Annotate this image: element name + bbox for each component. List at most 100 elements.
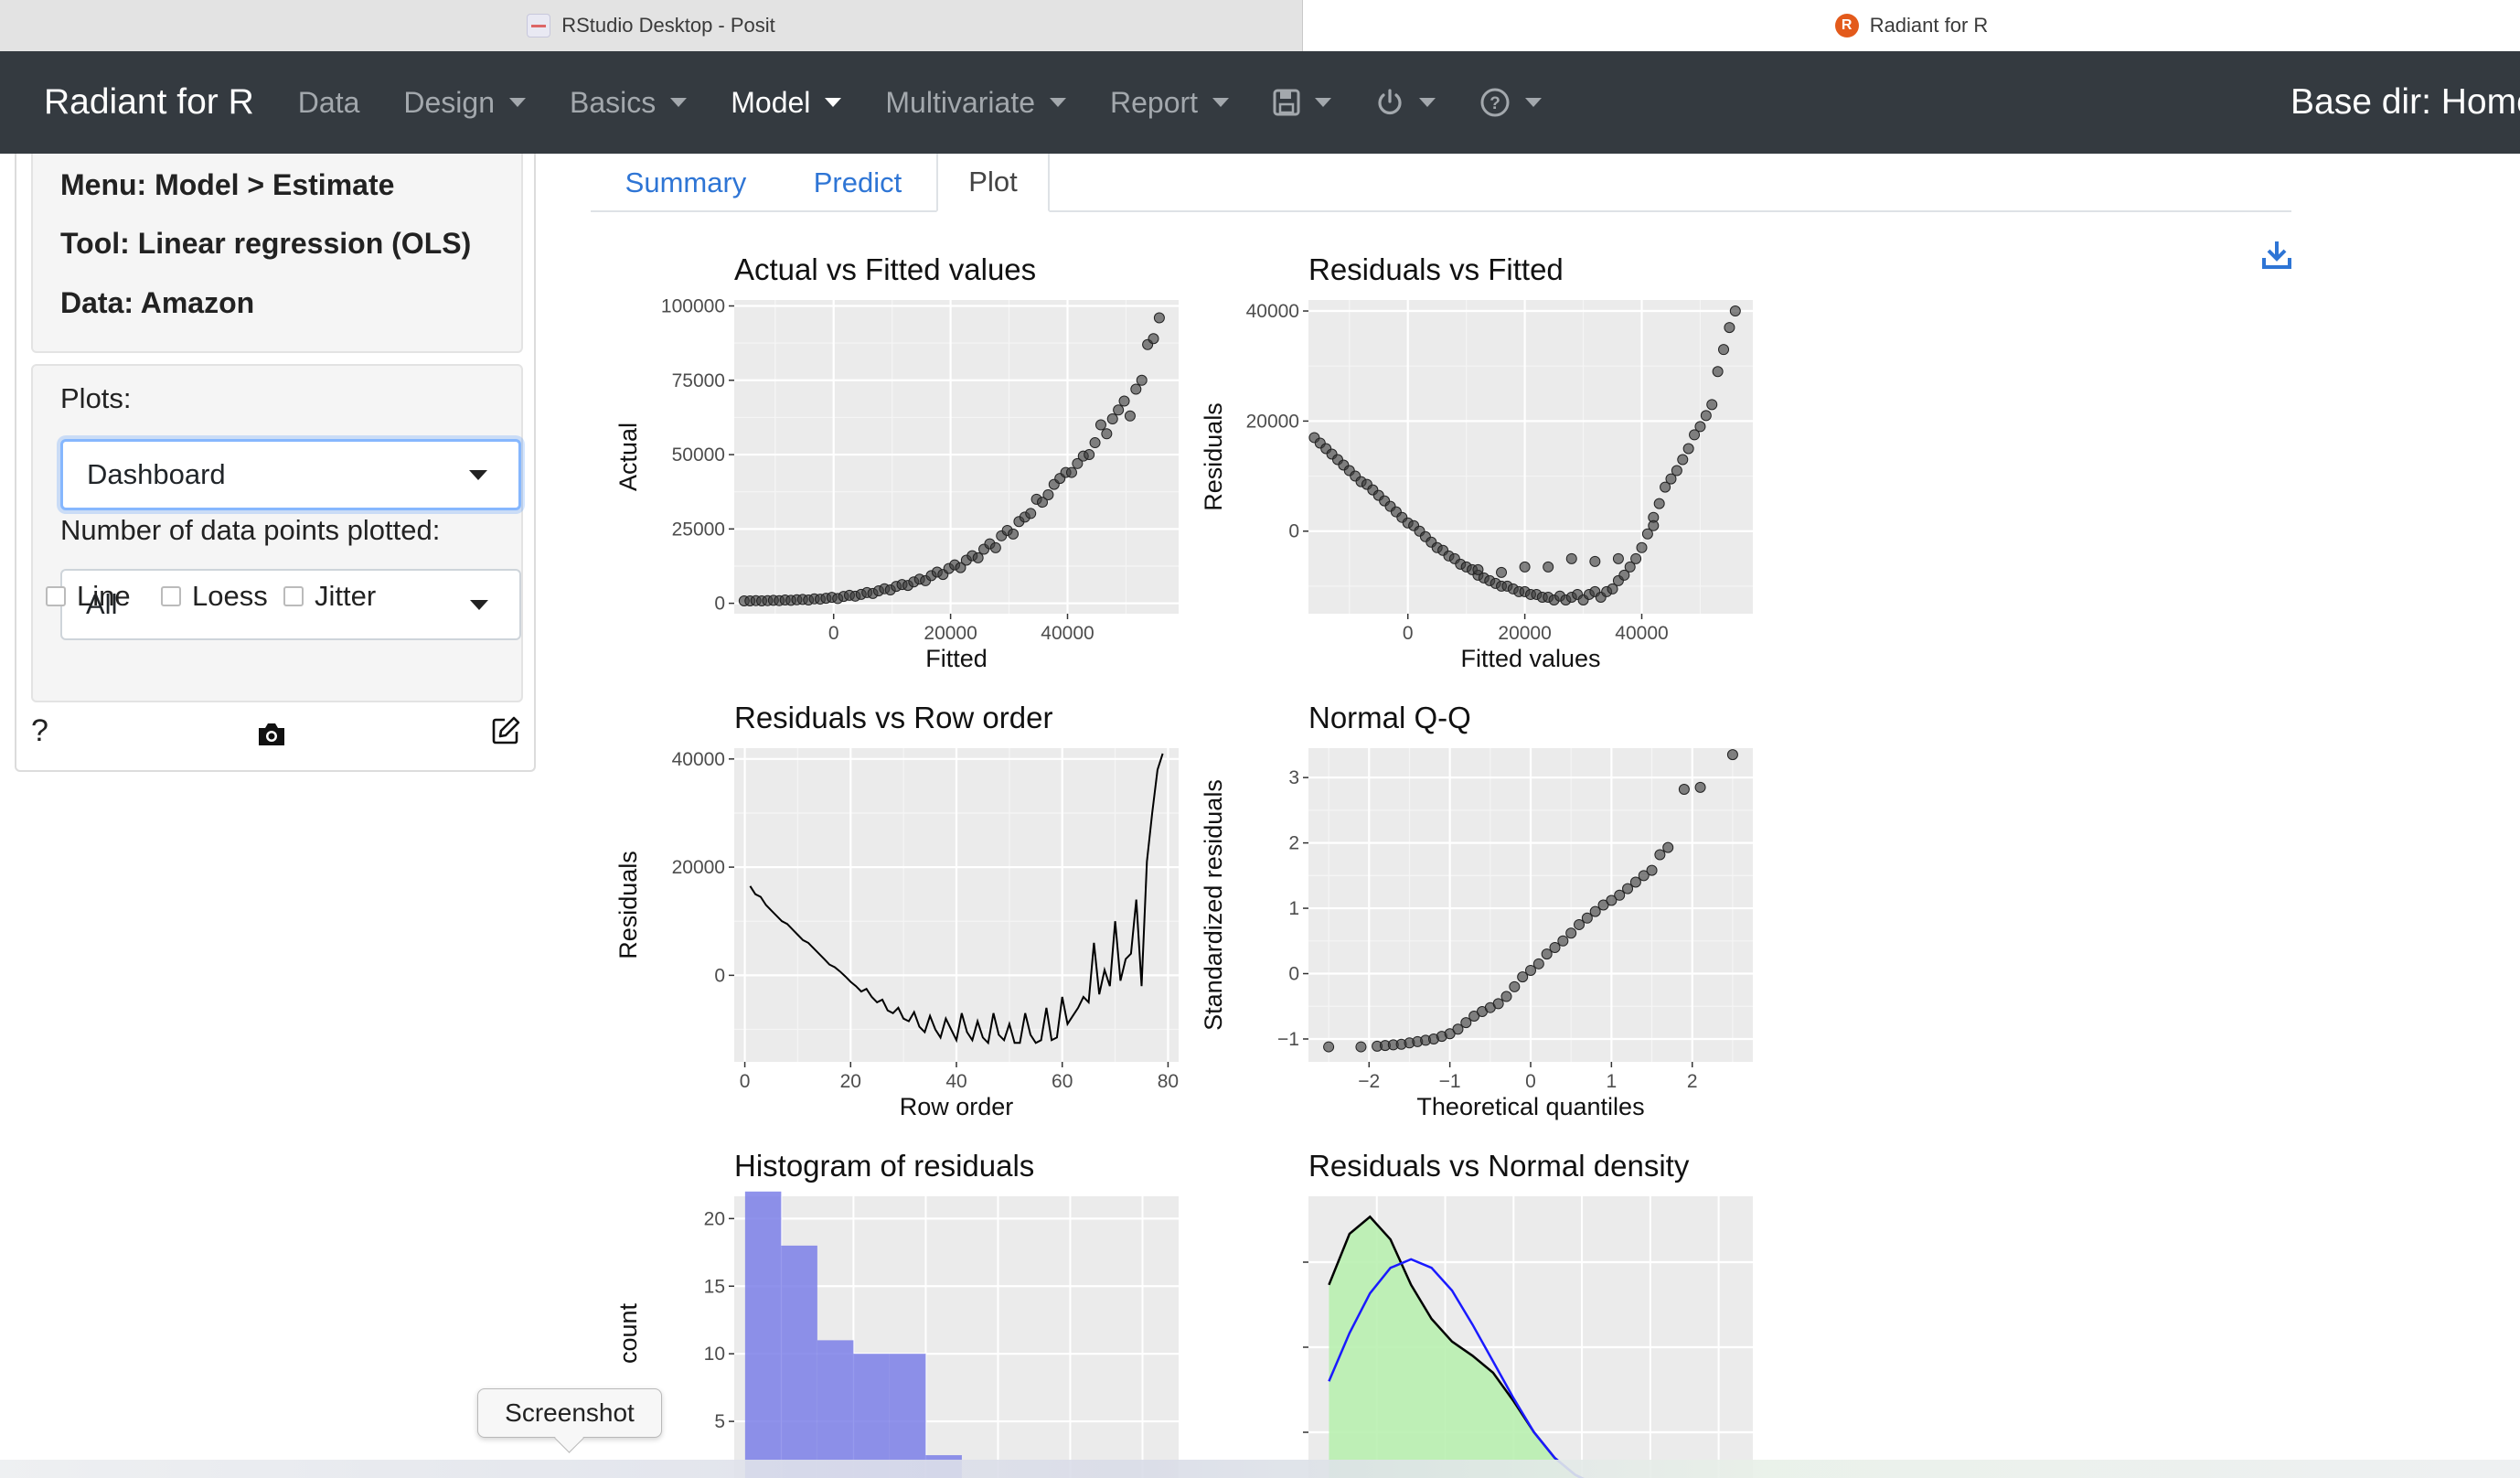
residuals-vs-fitted-point xyxy=(1565,552,1577,564)
actual-vs-fitted-point xyxy=(1106,413,1118,425)
residuals-vs-fitted-point xyxy=(1677,454,1689,466)
actual-vs-fitted-point xyxy=(1130,383,1142,395)
residuals-vs-fitted-point xyxy=(1624,561,1636,573)
residuals-vs-fitted-point xyxy=(1706,399,1718,411)
nav-design-label: Design xyxy=(403,85,495,119)
normal-qq-y-tick-label: 2 xyxy=(1288,833,1299,854)
normal-qq-y-tick-label: −1 xyxy=(1277,1029,1299,1050)
nav-basics[interactable]: Basics xyxy=(570,86,688,120)
plots-select-value: Dashboard xyxy=(87,458,226,490)
brand[interactable]: Radiant for R xyxy=(44,82,254,122)
actual-vs-fitted-point xyxy=(1072,457,1084,469)
actual-vs-fitted-x-tick-label: 20000 xyxy=(924,623,977,644)
actual-vs-fitted-x-axis-label: Fitted xyxy=(925,645,988,672)
residuals-vs-fitted-point xyxy=(1671,465,1682,477)
line-checkbox[interactable]: Line xyxy=(46,580,131,613)
nav-model-label: Model xyxy=(731,85,811,119)
normal-qq-y-axis-label: Standardized residuals xyxy=(1200,779,1227,1031)
svg-text:?: ? xyxy=(1490,94,1500,113)
residuals-vs-fitted-y-tick-label: 40000 xyxy=(1246,301,1299,322)
actual-vs-fitted-x-tick-label: 0 xyxy=(828,623,839,644)
residuals-vs-fitted-point xyxy=(1589,555,1601,567)
residuals-vs-fitted-y-tick-label: 20000 xyxy=(1246,411,1299,432)
normal-qq-point xyxy=(1574,918,1586,930)
actual-vs-fitted-point xyxy=(955,562,966,573)
histogram-residuals-y-tick-label: 5 xyxy=(714,1411,725,1432)
actual-vs-fitted-point xyxy=(989,541,1001,553)
jitter-checkbox[interactable]: Jitter xyxy=(283,580,376,613)
nav-model[interactable]: Model xyxy=(731,85,842,120)
normal-qq-y-tick-label: 0 xyxy=(1288,964,1299,985)
actual-vs-fitted-point xyxy=(1089,437,1101,449)
normal-qq-point xyxy=(1492,998,1504,1010)
menu-path: Menu: Model > Estimate xyxy=(60,168,395,201)
nav-help[interactable]: ? xyxy=(1479,87,1543,118)
normal-qq-x-tick-label: 2 xyxy=(1687,1071,1698,1092)
help-icon: ? xyxy=(1480,88,1510,117)
normal-qq-point xyxy=(1517,971,1529,983)
residuals-vs-fitted-point xyxy=(1718,344,1730,356)
residuals-vs-normal-density-density-line xyxy=(1328,1215,1585,1478)
actual-vs-fitted-point xyxy=(1136,374,1148,386)
normal-qq-x-tick-label: 1 xyxy=(1607,1071,1618,1092)
residuals-vs-row-order-x-tick-label: 80 xyxy=(1158,1071,1179,1092)
residuals-vs-fitted-point xyxy=(1648,519,1660,531)
normal-qq-point xyxy=(1638,870,1650,882)
actual-vs-fitted-x-tick-label: 40000 xyxy=(1041,623,1094,644)
tool-name: Tool: Linear regression (OLS) xyxy=(60,227,472,260)
actual-vs-fitted-y-tick-label: 75000 xyxy=(672,370,725,391)
residuals-vs-fitted-y-axis-label: Residuals xyxy=(1200,402,1227,511)
actual-vs-fitted-point xyxy=(1065,466,1077,478)
normal-qq-point xyxy=(1460,1017,1472,1029)
result-tabs: Summary Predict Plot xyxy=(591,154,2291,212)
camera-icon[interactable] xyxy=(256,721,287,748)
actual-vs-fitted-point xyxy=(1101,428,1113,440)
tab-predict[interactable]: Predict xyxy=(813,166,902,198)
residuals-vs-fitted-x-tick-label: 0 xyxy=(1403,623,1414,644)
plot-options-panel: Plots: Dashboard Number of data points p… xyxy=(31,364,523,702)
histogram-residuals-title: Histogram of residuals xyxy=(734,1149,1034,1183)
tab-summary[interactable]: Summary xyxy=(625,166,747,198)
actual-vs-fitted-y-tick-label: 0 xyxy=(714,594,725,615)
tab-plot[interactable]: Plot xyxy=(936,154,1050,212)
normal-qq-point xyxy=(1509,980,1521,992)
residuals-vs-row-order-y-axis-label: Residuals xyxy=(614,851,642,959)
loess-checkbox-label: Loess xyxy=(192,580,268,612)
browser-tab-rstudio[interactable]: RStudio Desktop - Posit xyxy=(0,0,1303,51)
nav-save[interactable] xyxy=(1273,89,1332,116)
caret-down-icon xyxy=(825,98,842,107)
actual-vs-fitted-point xyxy=(1008,528,1020,540)
residuals-vs-fitted-point xyxy=(1612,552,1624,564)
nav-multivariate[interactable]: Multivariate xyxy=(885,86,1066,120)
residuals-vs-fitted-point xyxy=(1472,563,1484,575)
caret-down-icon xyxy=(1419,98,1436,107)
normal-qq-point xyxy=(1557,935,1569,947)
nav-design[interactable]: Design xyxy=(403,86,526,120)
plots-select[interactable]: Dashboard xyxy=(60,439,521,510)
histogram-residuals-bar xyxy=(889,1354,926,1478)
nav-power[interactable] xyxy=(1375,88,1436,117)
browser-tab-radiant[interactable]: R Radiant for R xyxy=(1303,0,2520,51)
actual-vs-fitted-point xyxy=(1042,488,1054,500)
base-dir-label: Base dir: Home xyxy=(2290,82,2520,122)
help-link[interactable]: ? xyxy=(31,713,48,748)
residuals-vs-row-order-x-tick-label: 60 xyxy=(1052,1071,1073,1092)
residuals-vs-fitted-y-tick-label: 0 xyxy=(1288,521,1299,542)
download-icon[interactable] xyxy=(2262,240,2291,271)
residuals-vs-fitted-point xyxy=(1694,421,1706,433)
histogram-residuals-bar xyxy=(817,1340,854,1478)
nav-report[interactable]: Report xyxy=(1110,86,1230,120)
edit-icon[interactable] xyxy=(490,715,521,746)
residuals-vs-fitted-point xyxy=(1712,366,1724,378)
loess-checkbox[interactable]: Loess xyxy=(161,580,268,613)
sidebar: Menu: Model > Estimate Tool: Linear regr… xyxy=(15,154,536,772)
residuals-vs-fitted-point xyxy=(1653,498,1665,509)
actual-vs-fitted-point xyxy=(1118,395,1130,407)
normal-qq-point xyxy=(1606,894,1618,906)
nav-data[interactable]: Data xyxy=(298,86,360,120)
normal-qq-point xyxy=(1614,889,1626,901)
normal-qq-x-tick-label: −2 xyxy=(1358,1071,1380,1092)
normal-qq-x-axis-label: Theoretical quantiles xyxy=(1416,1093,1644,1120)
actual-vs-fitted-point xyxy=(1025,508,1037,519)
normal-qq-y-tick-label: 1 xyxy=(1288,898,1299,919)
